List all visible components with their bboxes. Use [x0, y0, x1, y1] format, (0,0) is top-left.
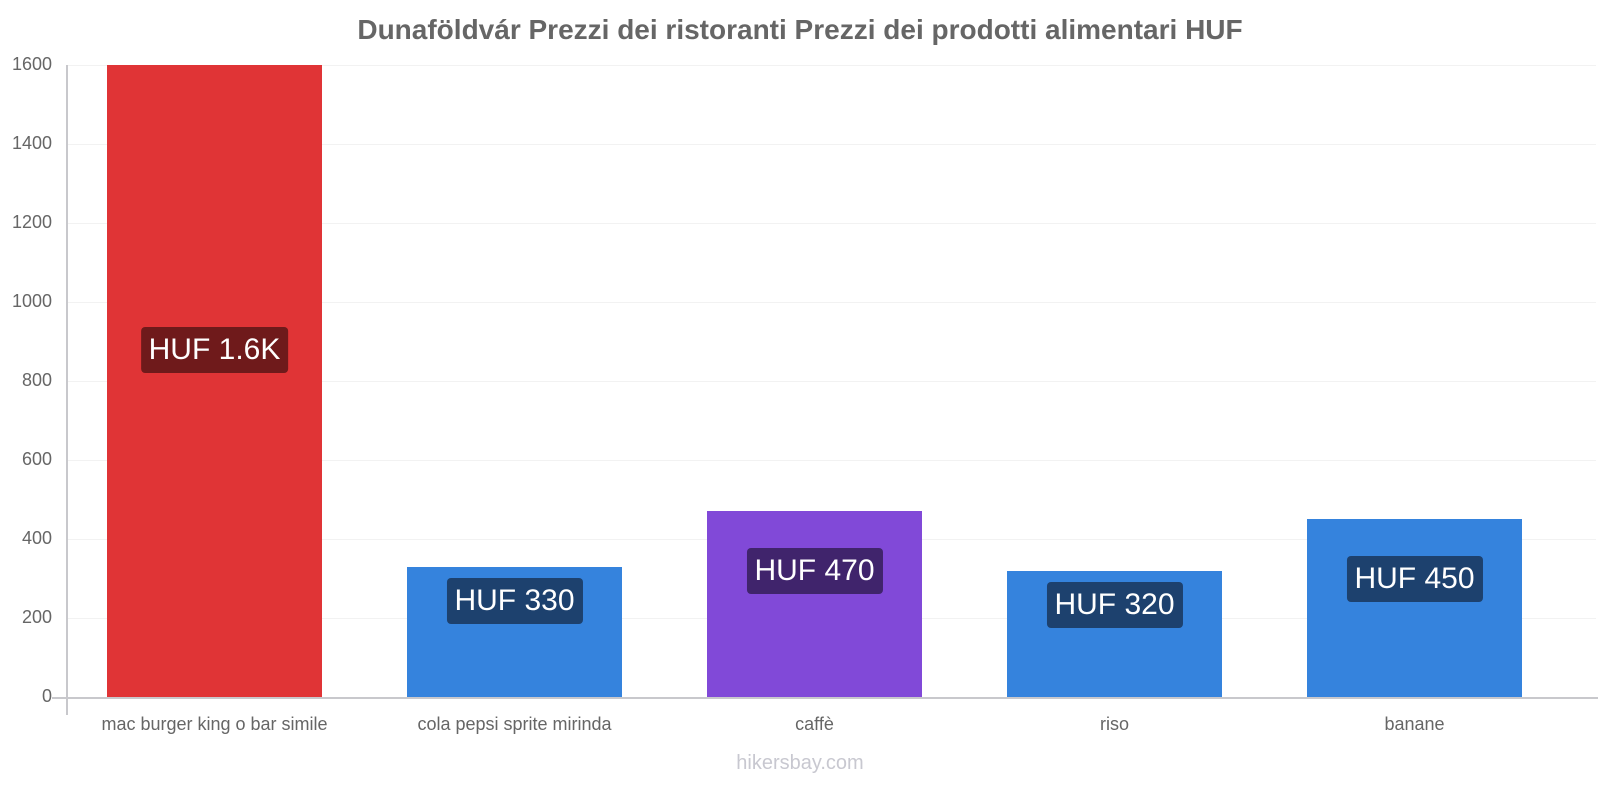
x-tick-label: mac burger king o bar simile	[101, 714, 328, 734]
bar-value-label: HUF 320	[1046, 581, 1183, 628]
bar[interactable]: HUF 470	[707, 511, 922, 697]
bar[interactable]: HUF 1.6K	[107, 65, 322, 697]
x-tick-label: caffè	[795, 714, 834, 734]
y-tick-label: 1000	[11, 291, 52, 311]
x-tick-label: cola pepsi sprite mirinda	[417, 714, 612, 734]
gridline	[66, 381, 1596, 382]
chart-title: Dunaföldvár Prezzi dei ristoranti Prezzi…	[357, 14, 1243, 45]
bar-value-label: HUF 330	[446, 577, 583, 624]
y-tick-label: 400	[21, 528, 52, 548]
watermark: hikersbay.com	[736, 752, 864, 774]
x-axis-line	[52, 697, 1598, 699]
gridline	[66, 302, 1596, 303]
bar-value-label: HUF 470	[746, 548, 883, 595]
x-tick-label: banane	[1384, 714, 1445, 734]
bar[interactable]: HUF 450	[1307, 519, 1522, 697]
y-tick-label: 600	[21, 449, 52, 469]
y-tick-label: 1400	[11, 133, 52, 153]
y-tick-label: 1600	[11, 54, 52, 74]
bar[interactable]: HUF 330	[407, 566, 622, 697]
gridline	[66, 460, 1596, 461]
plot-area: HUF 1.6K HUF 330 HUF 470 HUF 320 HUF 450	[66, 65, 1596, 698]
bar-value-label: HUF 450	[1346, 556, 1483, 603]
x-tick-label: riso	[1099, 714, 1129, 734]
y-tick-label: 0	[41, 686, 52, 706]
y-axis-line	[66, 65, 68, 715]
y-tick-label: 1200	[11, 212, 52, 232]
y-tick-label: 800	[21, 370, 52, 390]
gridline	[66, 223, 1596, 224]
gridline	[66, 65, 1596, 66]
y-tick-label: 200	[21, 607, 52, 627]
bar[interactable]: HUF 320	[1007, 570, 1222, 697]
gridline	[66, 144, 1596, 145]
bar-value-label: HUF 1.6K	[140, 327, 289, 373]
y-axis-labels: 0 200 400 600 800 1000 1200 1400 1600	[0, 0, 52, 800]
